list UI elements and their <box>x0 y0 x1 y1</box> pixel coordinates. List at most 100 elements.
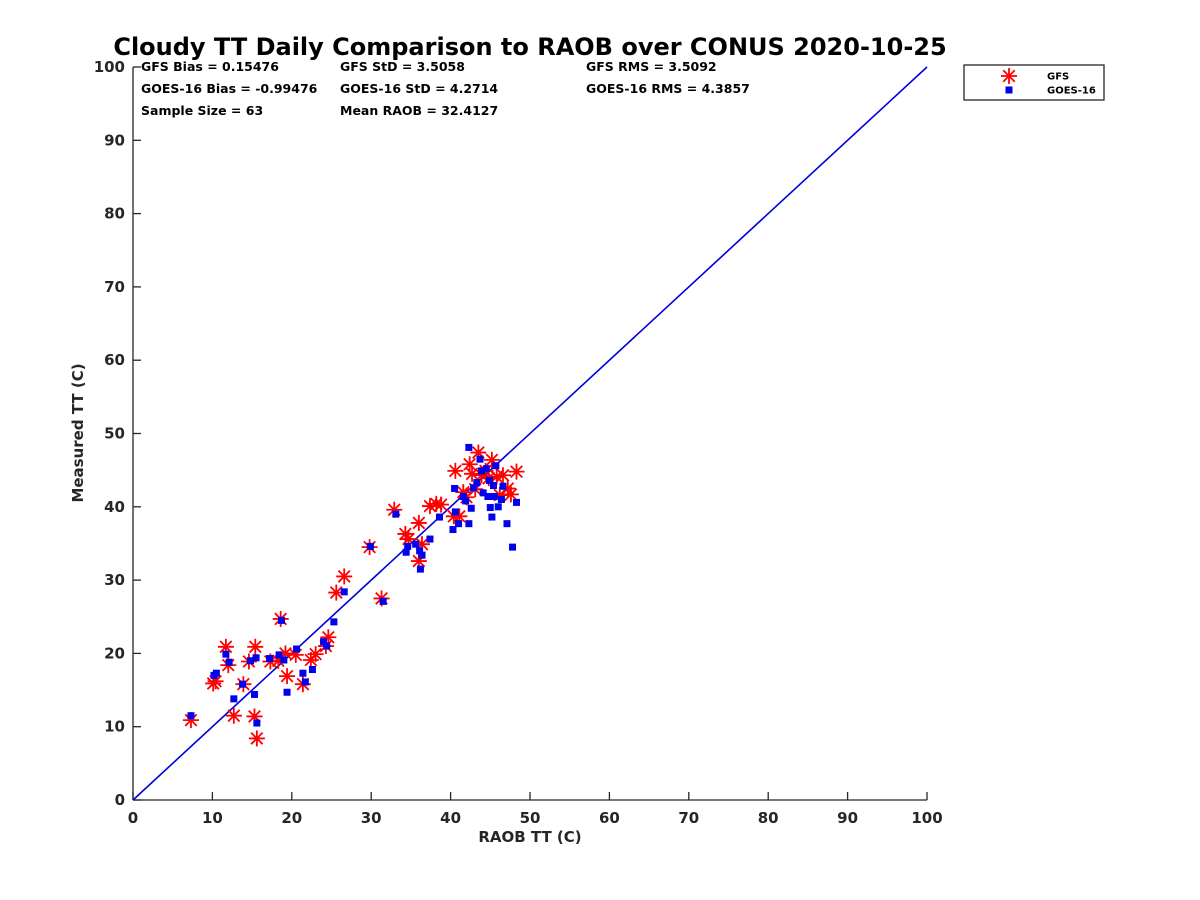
goes16-point <box>492 462 500 470</box>
x-tick-label: 60 <box>599 809 620 827</box>
stat-text: GOES-16 Bias = -0.99476 <box>141 81 318 96</box>
goes16-point <box>418 551 426 559</box>
statistics-block: GFS Bias = 0.15476 GFS StD = 3.5058 GFS RM… <box>141 59 750 118</box>
goes16-point <box>476 455 484 463</box>
stat-text: Sample Size = 63 <box>141 103 263 118</box>
stat-text: GFS RMS = 3.5092 <box>586 59 717 74</box>
goes16-point <box>301 678 309 686</box>
goes16-point <box>293 645 301 653</box>
series-goes-16 <box>187 443 521 727</box>
stat-text: Mean RAOB = 32.4127 <box>340 103 498 118</box>
goes16-point <box>308 666 316 674</box>
y-tick-label: 60 <box>104 351 125 369</box>
y-tick-label: 70 <box>104 278 125 296</box>
x-tick-label: 90 <box>837 809 858 827</box>
goes16-point <box>253 719 261 727</box>
gfs-point <box>508 463 525 480</box>
gfs-point <box>410 514 427 531</box>
goes16-point <box>509 543 517 551</box>
goes16-point <box>416 547 424 555</box>
goes16-point <box>222 650 230 658</box>
goes16-point <box>239 680 247 688</box>
goes16-point <box>426 535 434 543</box>
gfs-point <box>502 486 519 503</box>
goes16-point <box>462 497 470 505</box>
goes16-point <box>488 513 496 521</box>
goes16-point <box>404 542 412 550</box>
legend-label: GOES-16 <box>1047 86 1096 97</box>
data-series <box>182 443 525 747</box>
gfs-point <box>247 638 264 655</box>
goes16-point <box>230 695 238 703</box>
goes16-point <box>379 597 387 605</box>
goes16-point <box>283 688 291 696</box>
y-axis-label: Measured TT (C) <box>69 363 87 502</box>
x-tick-label: 70 <box>678 809 699 827</box>
goes16-point <box>455 520 463 528</box>
gfs-point <box>433 496 450 513</box>
x-tick-label: 30 <box>361 809 382 827</box>
goes16-point <box>467 504 475 512</box>
x-tick-label: 10 <box>202 809 223 827</box>
x-axis-label: RAOB TT (C) <box>478 828 581 846</box>
goes16-point <box>435 513 443 521</box>
x-tick-label: 80 <box>758 809 779 827</box>
goes16-point <box>392 510 400 518</box>
y-tick-label: 40 <box>104 498 125 516</box>
gfs-point <box>307 646 324 663</box>
goes16-point <box>320 638 328 646</box>
legend-label: GFS <box>1047 72 1069 83</box>
goes16-point <box>486 504 494 512</box>
goes16-point <box>459 493 467 501</box>
goes16-point <box>225 658 233 666</box>
goes16-point <box>250 690 258 698</box>
x-tick-label: 0 <box>128 809 138 827</box>
one-to-one-line <box>132 66 928 801</box>
legend: GFS GOES-16 <box>963 64 1105 101</box>
goes16-point <box>490 493 498 501</box>
goes16-point <box>451 508 459 516</box>
plot-area: 0 10 20 30 40 50 60 70 80 90 100 0 10 20 30 40 50 60 70 80 9… <box>94 58 943 827</box>
goes16-point <box>366 542 374 550</box>
legend-marker-goes16 <box>1005 86 1013 94</box>
y-tick-label: 10 <box>104 718 125 736</box>
goes16-point <box>473 479 481 487</box>
y-tick-label: 80 <box>104 205 125 223</box>
goes16-point <box>412 540 420 548</box>
stat-text: GFS StD = 3.5058 <box>340 59 465 74</box>
goes16-point <box>340 588 348 596</box>
goes16-point <box>449 526 457 534</box>
goes16-point <box>503 520 511 528</box>
goes16-point <box>478 467 486 475</box>
x-tick-label: 40 <box>440 809 461 827</box>
y-tick-label: 50 <box>104 425 125 443</box>
goes16-point <box>497 495 505 503</box>
axes: 0 10 20 30 40 50 60 70 80 90 100 0 10 20 30 40 50 60 70 80 9… <box>94 58 943 827</box>
goes16-point <box>187 712 195 720</box>
goes16-point <box>451 484 459 492</box>
goes16-point <box>275 651 283 659</box>
x-tick-label: 20 <box>281 809 302 827</box>
gfs-point <box>495 467 512 484</box>
goes16-point <box>513 498 521 506</box>
gfs-point <box>225 707 242 724</box>
y-tick-label: 100 <box>94 58 125 76</box>
goes16-point <box>266 655 274 663</box>
one-to-one-line-group <box>132 66 928 801</box>
stat-text: GFS Bias = 0.15476 <box>141 59 279 74</box>
gfs-point <box>336 568 353 585</box>
goes16-point <box>470 484 478 492</box>
y-tick-label: 0 <box>115 791 125 809</box>
x-tick-label: 50 <box>520 809 541 827</box>
goes16-point <box>323 642 331 650</box>
gfs-point <box>464 465 481 482</box>
goes16-point <box>486 476 494 484</box>
goes16-point <box>499 482 507 490</box>
goes16-point <box>330 618 338 626</box>
legend-marker-gfs <box>1001 68 1017 84</box>
legend-box <box>963 64 1105 101</box>
stat-text: GOES-16 RMS = 4.3857 <box>586 81 750 96</box>
y-tick-label: 90 <box>104 131 125 149</box>
goes16-point <box>402 548 410 556</box>
